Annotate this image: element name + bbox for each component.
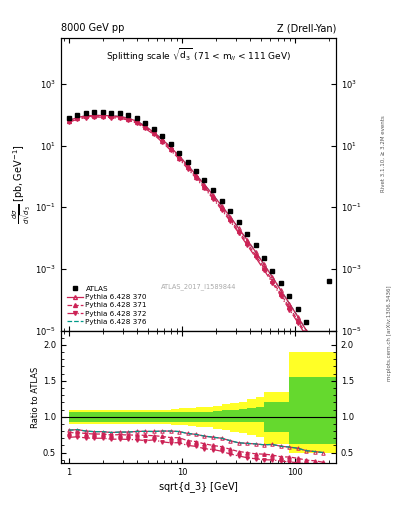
ATLAS bbox=[177, 150, 182, 156]
ATLAS bbox=[126, 112, 130, 118]
ATLAS bbox=[270, 268, 275, 274]
Text: Rivet 3.1.10, ≥ 3.2M events: Rivet 3.1.10, ≥ 3.2M events bbox=[381, 115, 386, 192]
Y-axis label: $\frac{d\sigma}{d\sqrt{d_3}}\ \mathrm{[pb,GeV^{-1}]}$: $\frac{d\sigma}{d\sqrt{d_3}}\ \mathrm{[p… bbox=[11, 144, 34, 224]
ATLAS bbox=[296, 306, 300, 312]
ATLAS bbox=[168, 141, 173, 147]
ATLAS bbox=[143, 120, 148, 126]
Y-axis label: Ratio to ATLAS: Ratio to ATLAS bbox=[31, 366, 40, 428]
ATLAS bbox=[66, 115, 71, 121]
ATLAS bbox=[75, 112, 80, 118]
ATLAS bbox=[101, 109, 105, 115]
ATLAS bbox=[279, 280, 283, 286]
ATLAS bbox=[287, 293, 292, 300]
ATLAS bbox=[185, 159, 190, 165]
ATLAS bbox=[312, 332, 317, 338]
Text: ATLAS_2017_I1589844: ATLAS_2017_I1589844 bbox=[161, 283, 236, 290]
ATLAS bbox=[304, 319, 309, 325]
Text: 8000 GeV pp: 8000 GeV pp bbox=[61, 23, 124, 33]
ATLAS bbox=[160, 133, 165, 139]
ATLAS bbox=[253, 242, 258, 248]
ATLAS bbox=[327, 278, 331, 284]
ATLAS bbox=[151, 126, 156, 132]
ATLAS bbox=[228, 208, 232, 214]
ATLAS bbox=[245, 230, 250, 237]
ATLAS bbox=[118, 110, 122, 116]
ATLAS bbox=[83, 110, 88, 116]
ATLAS bbox=[92, 109, 97, 115]
ATLAS bbox=[194, 168, 198, 174]
Line: ATLAS: ATLAS bbox=[66, 110, 331, 351]
ATLAS bbox=[202, 177, 207, 183]
ATLAS bbox=[109, 110, 114, 116]
ATLAS bbox=[211, 187, 215, 194]
Text: Splitting scale $\sqrt{\mathrm{d}_3}$ (71 < m$_{ll}$ < 111 GeV): Splitting scale $\sqrt{\mathrm{d}_3}$ (7… bbox=[106, 47, 291, 64]
X-axis label: $\mathrm{sqrt\{d\_3\}}\ \mathrm{[GeV]}$: $\mathrm{sqrt\{d\_3\}}\ \mathrm{[GeV]}$ bbox=[158, 480, 239, 495]
ATLAS bbox=[321, 346, 326, 352]
ATLAS bbox=[262, 254, 266, 261]
Text: Z (Drell-Yan): Z (Drell-Yan) bbox=[277, 23, 336, 33]
Legend: ATLAS, Pythia 6.428 370, Pythia 6.428 371, Pythia 6.428 372, Pythia 6.428 376: ATLAS, Pythia 6.428 370, Pythia 6.428 37… bbox=[64, 284, 149, 327]
Text: mcplots.cern.ch [arXiv:1306.3436]: mcplots.cern.ch [arXiv:1306.3436] bbox=[387, 285, 391, 380]
ATLAS bbox=[236, 219, 241, 225]
ATLAS bbox=[134, 115, 139, 121]
ATLAS bbox=[219, 198, 224, 204]
